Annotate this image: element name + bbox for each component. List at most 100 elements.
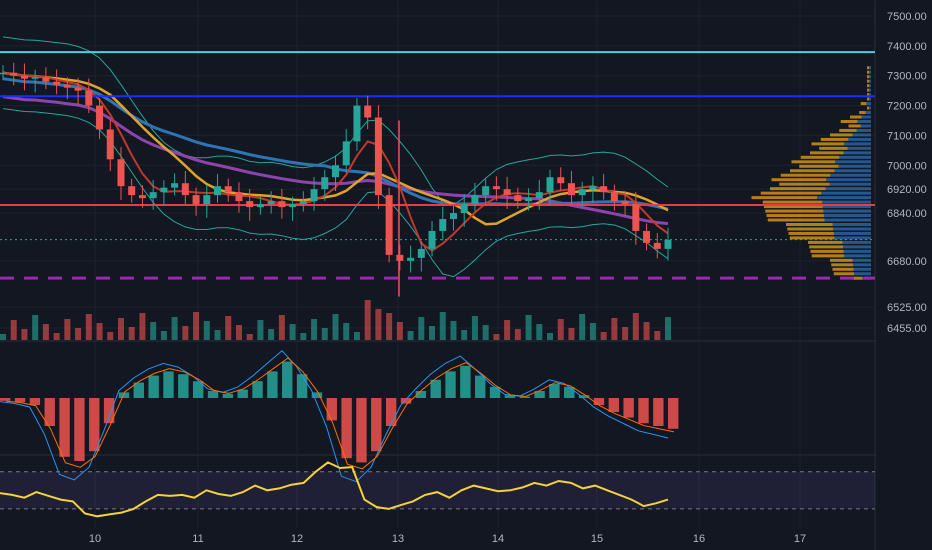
volume-bar [246,334,253,340]
candle-body [203,195,211,205]
candle-body [278,201,286,208]
candle-body [310,189,318,202]
volume-profile-bar [869,93,871,97]
volume-profile-bar [869,70,871,74]
candle-body [267,201,275,205]
volume-bar [654,331,661,340]
volume-profile-bar [843,249,871,253]
volume-profile-bar [853,267,871,271]
macd-histogram-bar [148,375,159,398]
macd-histogram-bar [534,391,545,398]
candle-body [407,257,415,261]
candle-body [224,186,232,193]
candle-body [653,242,661,249]
candle-body [632,204,640,231]
volume-profile-bar [824,218,871,222]
volume-bar [364,300,371,340]
volume-profile-bar [848,137,871,141]
candle-body [557,177,565,184]
candle-body [63,84,71,88]
volume-profile-bar [833,231,871,235]
candle-body [364,105,372,118]
macd-histogram-bar [192,381,204,398]
volume-bar [42,324,49,340]
volume-profile-bar [867,75,870,79]
candle-body [385,195,393,255]
candle-body [192,195,200,205]
candle-body [235,192,243,202]
candle-body [96,105,104,130]
macd-histogram-bar [519,396,530,398]
volume-bar [579,314,586,340]
volume-profile-bar [844,254,871,258]
volume-profile-bar [869,66,871,70]
candle-body [299,201,307,205]
volume-bar [117,318,124,340]
volume-bar [504,320,511,340]
macd-histogram-bar [578,395,590,398]
volume-bar [600,332,607,340]
candle-body [525,198,533,202]
volume-profile-bar [860,102,867,106]
macd-histogram-bar [237,389,248,398]
volume-profile-bar [866,102,871,106]
candle-body [600,186,608,193]
volume-profile-bar [765,209,824,213]
price-tick-label: 6840.00 [887,208,927,220]
candle-body [353,105,361,142]
macd-histogram-bar [29,398,41,405]
macd-histogram-bar [296,374,308,398]
volume-profile-bar [820,137,849,141]
macd-histogram-bar [564,386,575,398]
volume-profile [751,66,871,280]
candle-body [643,230,651,243]
volume-bar [128,327,135,340]
volume-bar [418,317,425,340]
volume-profile-bar [840,119,858,123]
candle-body [471,195,479,205]
volume-profile-bar [867,106,870,110]
volume-profile-bar [853,263,871,267]
candle-body [256,204,264,208]
macd-histogram-bar [163,371,174,398]
x-tick-label: 12 [291,533,303,545]
volume-bar [300,333,307,340]
volume-bar [150,322,157,340]
volume-bar [461,330,468,340]
volume-profile-bar [867,70,870,74]
volume-profile-bar [867,79,870,83]
volume-bar [375,309,382,340]
candle-body [181,183,189,196]
candle-body [85,90,93,106]
macd-histogram-bar [385,398,397,426]
volume-profile-bar [867,88,870,92]
candle-body [449,213,457,220]
volume-profile-bar [850,115,862,119]
macd-histogram-bar [207,391,219,398]
price-tick-label: 6455.00 [887,323,927,335]
candle-body [321,177,329,190]
volume-bar [289,324,296,340]
macd-histogram-bar [400,398,412,404]
macd-histogram-bar [341,398,352,459]
volume-profile-bar [838,164,871,168]
volume-profile-bar [779,182,830,186]
price-tick-label: 6525.00 [887,302,927,314]
volume-profile-bar [867,66,870,70]
volume-profile-bar [833,227,871,231]
volume-bar [182,326,189,340]
volume-bar [643,322,650,340]
candle-body [74,87,82,91]
volume-bar [407,331,414,340]
macd-histogram-bar [489,386,501,398]
macd-histogram-bar [608,398,620,412]
x-tick-label: 15 [591,533,603,545]
x-tick-label: 16 [693,533,705,545]
volume-bar [96,323,103,340]
volume-profile-bar [859,111,866,115]
price-axis-bg [876,0,932,550]
volume-bar [0,334,6,340]
x-tick-label: 11 [192,533,203,545]
volume-profile-bar [843,245,871,249]
